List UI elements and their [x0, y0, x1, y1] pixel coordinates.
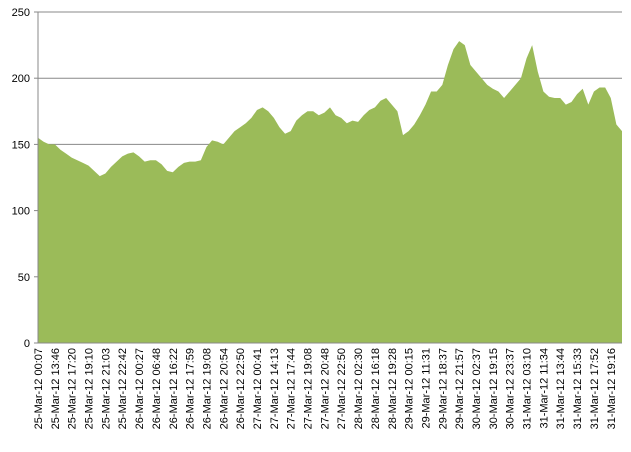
x-tick-label: 27-Mar-12 19:08 — [303, 348, 315, 429]
x-tick-label: 26-Mar-12 16:22 — [168, 348, 180, 429]
x-tick-label: 26-Mar-12 22:50 — [235, 348, 247, 429]
y-tick-label: 50 — [18, 272, 30, 284]
y-tick-label: 0 — [24, 338, 30, 350]
x-tick-label: 29-Mar-12 21:57 — [454, 348, 466, 429]
x-tick-label: 25-Mar-12 21:03 — [100, 348, 112, 429]
x-tick-label: 26-Mar-12 19:08 — [201, 348, 213, 429]
x-tick-label: 28-Mar-12 02:30 — [353, 348, 365, 429]
x-tick-label: 27-Mar-12 20:48 — [319, 348, 331, 429]
x-tick-label: 26-Mar-12 20:54 — [218, 348, 230, 429]
x-tick-label: 25-Mar-12 19:10 — [84, 348, 96, 429]
x-tick-label: 27-Mar-12 00:41 — [252, 348, 264, 429]
x-tick-label: 26-Mar-12 00:27 — [134, 348, 146, 429]
x-tick-label: 27-Mar-12 14:13 — [269, 348, 281, 429]
area — [38, 41, 622, 344]
x-tick-label: 31-Mar-12 19:16 — [606, 348, 618, 429]
y-tick-label: 200 — [12, 73, 30, 85]
x-tick-label: 25-Mar-12 13:46 — [50, 348, 62, 429]
x-tick-label: 29-Mar-12 11:31 — [420, 348, 432, 429]
x-tick-label: 31-Mar-12 13:44 — [555, 348, 567, 429]
y-tick-label: 250 — [12, 7, 30, 19]
x-tick-label: 28-Mar-12 16:18 — [370, 348, 382, 429]
x-tick-label: 28-Mar-12 19:28 — [387, 348, 399, 429]
x-tick-label: 27-Mar-12 22:50 — [336, 348, 348, 429]
x-tick-label: 25-Mar-12 17:20 — [67, 348, 79, 429]
x-tick-label: 31-Mar-12 17:52 — [589, 348, 601, 429]
y-tick-label: 100 — [12, 206, 30, 218]
x-tick-label: 30-Mar-12 23:37 — [505, 348, 517, 429]
x-tick-label: 25-Mar-12 00:07 — [33, 348, 45, 429]
y-tick-label: 150 — [12, 139, 30, 151]
x-tick-label: 26-Mar-12 06:48 — [151, 348, 163, 429]
x-tick-label: 26-Mar-12 17:59 — [185, 348, 197, 429]
x-tick-label: 30-Mar-12 02:37 — [471, 348, 483, 429]
x-tick-label: 31-Mar-12 15:33 — [572, 348, 584, 429]
x-tick-label: 27-Mar-12 17:44 — [286, 348, 298, 429]
x-tick-label: 29-Mar-12 00:15 — [404, 348, 416, 429]
x-tick-label: 25-Mar-12 22:42 — [117, 348, 129, 429]
x-tick-label: 31-Mar-12 03:10 — [522, 348, 534, 429]
x-tick-label: 29-Mar-12 18:37 — [437, 348, 449, 429]
x-tick-label: 30-Mar-12 19:15 — [488, 348, 500, 429]
x-tick-label: 31-Mar-12 11:34 — [538, 348, 550, 429]
